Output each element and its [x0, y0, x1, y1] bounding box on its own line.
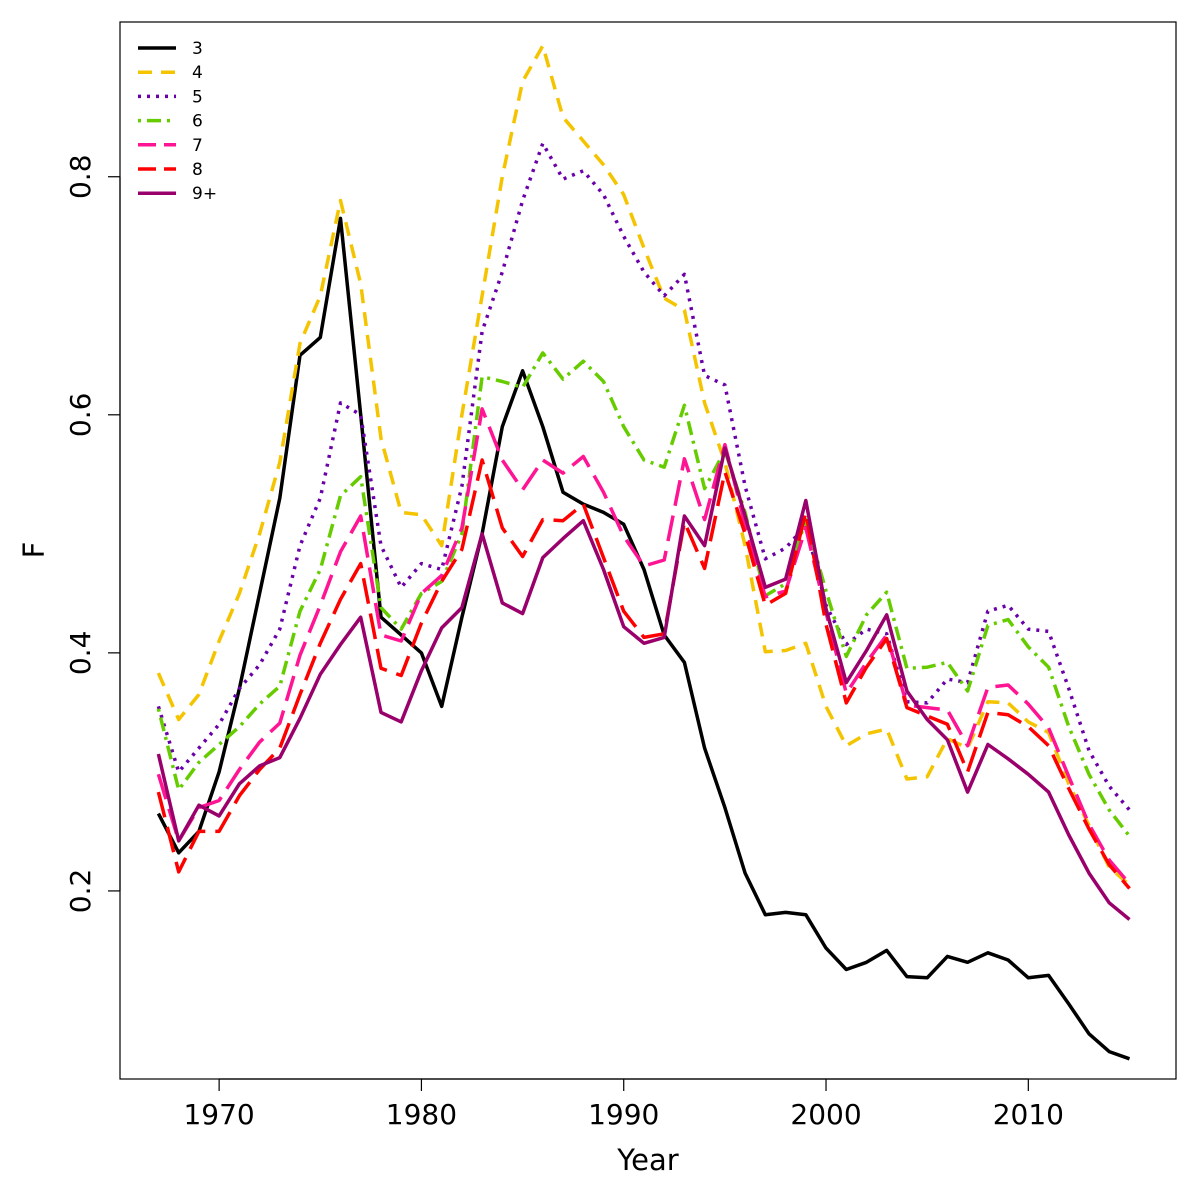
x-tick-label: 1980	[386, 1098, 457, 1131]
legend-label: 8	[192, 160, 203, 180]
y-axis-title: F	[17, 542, 51, 559]
x-axis-title: Year	[616, 1143, 678, 1177]
x-axis: 1970 1980 1990 2000 2010	[183, 1078, 1064, 1131]
legend-label: 6	[192, 112, 203, 132]
legend-label: 3	[192, 39, 203, 59]
y-tick-label: 0.8	[64, 154, 97, 199]
series-line-9plus	[156, 446, 1131, 921]
y-axis: 0.2 0.4 0.6 0.8	[64, 154, 121, 914]
y-tick-label: 0.6	[64, 393, 97, 438]
y-tick-label: 0.4	[64, 631, 97, 676]
plot-frame	[119, 21, 1177, 1080]
legend-label: 9+	[192, 184, 217, 204]
series-line-7	[156, 407, 1131, 885]
x-tick-label: 2000	[790, 1098, 861, 1131]
series-layer	[156, 44, 1131, 1061]
x-tick-label: 1990	[588, 1098, 659, 1131]
legend: 3 4 5 6 7 8 9+	[138, 39, 217, 204]
x-tick-label: 1970	[183, 1098, 254, 1131]
series-line-8	[156, 458, 1131, 890]
series-line-4	[156, 44, 1131, 887]
x-tick-label: 2010	[993, 1098, 1064, 1131]
series-line-3	[156, 216, 1131, 1061]
legend-label: 5	[192, 87, 203, 107]
series-line-6	[156, 351, 1131, 838]
series-line-5	[156, 141, 1131, 812]
legend-label: 4	[192, 63, 203, 83]
y-tick-label: 0.2	[64, 869, 97, 914]
legend-label: 7	[192, 136, 203, 156]
